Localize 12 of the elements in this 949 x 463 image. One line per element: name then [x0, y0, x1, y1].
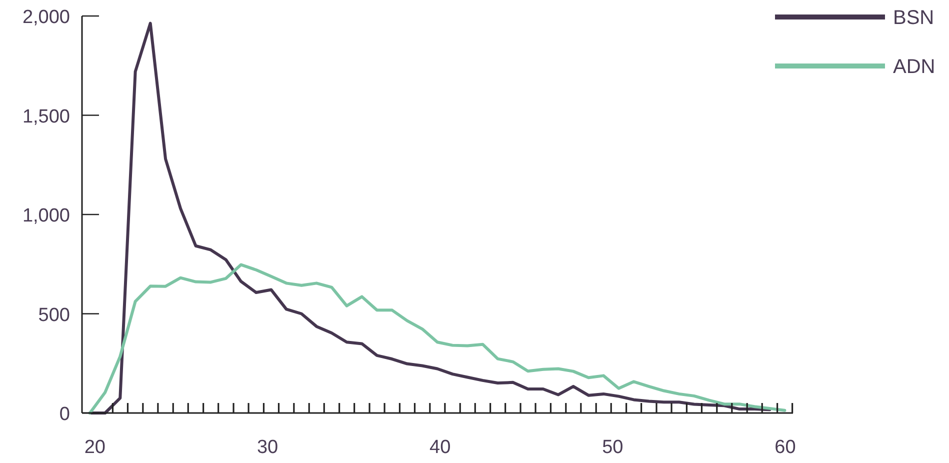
y-tick-label: 500 — [38, 304, 70, 326]
x-tick-label: 30 — [256, 437, 278, 458]
y-tick-label: 2,000 — [22, 7, 70, 28]
y-tick-label: 1,500 — [22, 106, 70, 128]
x-tick-label: 50 — [602, 437, 624, 458]
x-tick-label: 60 — [774, 437, 796, 458]
text: BSN — [893, 7, 934, 29]
x-tick-label: 20 — [84, 437, 106, 458]
y-tick-label: 1,000 — [22, 206, 70, 226]
text: ADN — [893, 56, 936, 78]
x-tick-label: 40 — [430, 437, 451, 458]
y-tick-label: 0 — [59, 404, 70, 425]
